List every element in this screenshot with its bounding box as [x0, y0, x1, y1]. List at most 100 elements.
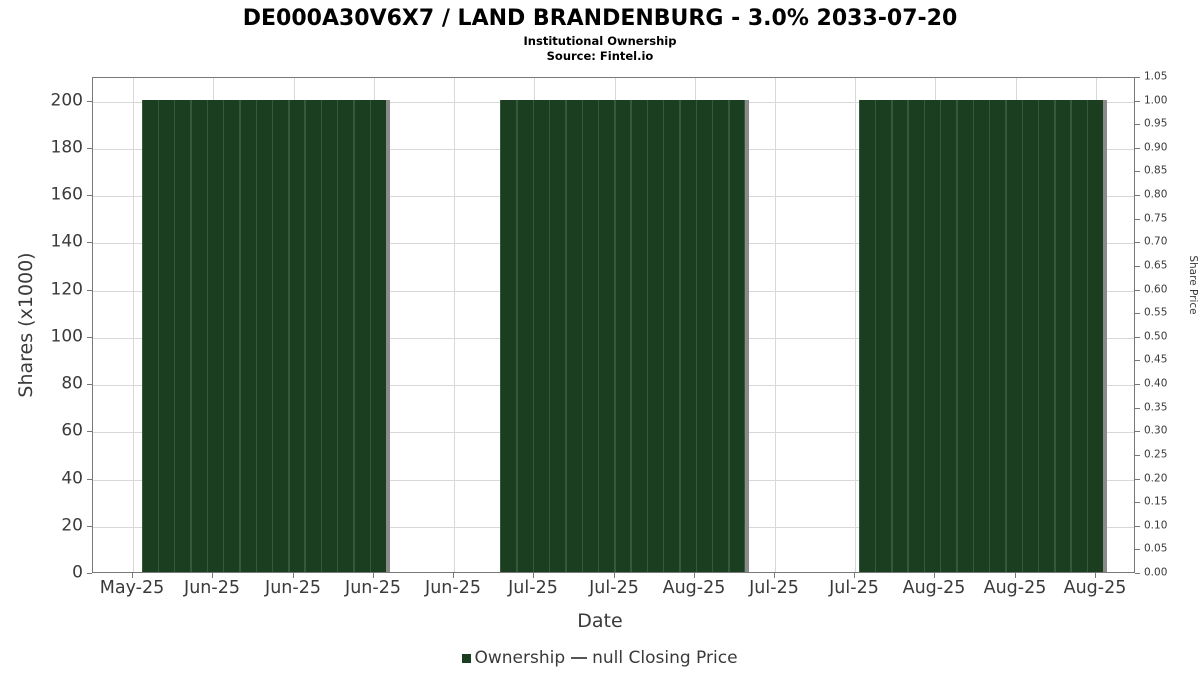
bar[interactable]: [663, 99, 681, 572]
bar[interactable]: [321, 99, 339, 572]
bar[interactable]: [614, 99, 632, 572]
bar[interactable]: [1005, 99, 1023, 572]
x-axis-tick-label: Jul-25: [589, 578, 639, 598]
y-axis-left-tick: [87, 384, 92, 386]
bar[interactable]: [940, 99, 958, 572]
bar[interactable]: [500, 99, 518, 572]
bar[interactable]: [337, 99, 355, 572]
y-axis-right-tick-label: 0.50: [1144, 330, 1168, 343]
y-axis-right-tick-label: 0.15: [1144, 495, 1168, 508]
bar[interactable]: [581, 99, 599, 572]
bar[interactable]: [207, 99, 224, 572]
x-axis-tick: [453, 573, 454, 578]
bar[interactable]: [304, 99, 322, 572]
legend-item-closing-price[interactable]: null Closing Price: [565, 648, 738, 668]
bar[interactable]: [239, 99, 257, 572]
bar[interactable]: [598, 99, 616, 572]
chart-legend: Ownership null Closing Price: [0, 648, 1200, 668]
bar[interactable]: [565, 99, 583, 572]
bar[interactable]: [1038, 99, 1056, 572]
x-axis-tick: [1015, 573, 1016, 578]
x-axis-tick: [774, 573, 775, 578]
x-axis-tick: [694, 573, 695, 578]
bar[interactable]: [875, 99, 893, 572]
y-axis-right-tick-label: 0.85: [1144, 164, 1168, 177]
y-axis-right-tick-label: 0.70: [1144, 235, 1168, 248]
bar[interactable]: [223, 99, 241, 572]
x-axis-tick: [212, 573, 213, 578]
chart-title: DE000A30V6X7 / LAND BRANDENBURG - 3.0% 2…: [242, 6, 958, 31]
y-axis-right-tick: [1135, 549, 1140, 551]
y-axis-right-tick-label: 0.65: [1144, 259, 1168, 272]
plot-area: [92, 77, 1135, 573]
y-axis-left-tick-label: 60: [61, 420, 83, 441]
y-axis-left-tick: [87, 289, 92, 291]
y-axis-left-tick-label: 0: [72, 562, 83, 583]
y-axis-right-tick: [1135, 454, 1140, 456]
bar[interactable]: [158, 99, 176, 572]
y-axis-left-tick: [87, 525, 92, 527]
y-axis-right-tick-label: 0.10: [1144, 519, 1168, 532]
x-axis-tick-label: Aug-25: [1063, 578, 1127, 598]
y-axis-right-tick: [1135, 525, 1140, 527]
bar[interactable]: [549, 99, 567, 572]
gridline-vertical: [775, 78, 776, 572]
bar[interactable]: [907, 99, 925, 572]
bar[interactable]: [516, 99, 534, 572]
bar[interactable]: [630, 99, 648, 572]
bar-group-edge: [386, 99, 391, 572]
y-axis-right-tick-label: 0.00: [1144, 566, 1168, 579]
legend-line-icon: [571, 657, 588, 659]
bar[interactable]: [989, 99, 1007, 572]
bar[interactable]: [370, 99, 387, 572]
x-axis-tick: [614, 573, 615, 578]
bar[interactable]: [728, 99, 746, 572]
bar[interactable]: [1087, 99, 1104, 572]
y-axis-right-tick-label: 1.00: [1144, 94, 1168, 107]
bar[interactable]: [1070, 99, 1088, 572]
bar[interactable]: [1054, 99, 1072, 572]
y-axis-right-tick-label: 0.45: [1144, 353, 1168, 366]
bar[interactable]: [288, 99, 306, 572]
bar[interactable]: [174, 99, 192, 572]
y-axis-left-tick-label: 140: [50, 231, 83, 252]
x-axis-tick: [373, 573, 374, 578]
bar[interactable]: [190, 99, 208, 572]
y-axis-right-tick: [1135, 265, 1140, 267]
bar[interactable]: [1021, 99, 1039, 572]
bar[interactable]: [891, 99, 909, 572]
legend-item-ownership[interactable]: Ownership: [462, 648, 565, 668]
bar[interactable]: [695, 99, 713, 572]
y-axis-right-tick: [1135, 431, 1140, 433]
y-axis-right-tick: [1135, 384, 1140, 386]
bar[interactable]: [647, 99, 664, 572]
x-axis-tick-label: Jul-25: [749, 578, 799, 598]
y-axis-left-tick: [87, 100, 92, 102]
bar[interactable]: [141, 99, 159, 572]
y-axis-right-tick: [1135, 147, 1140, 149]
bar[interactable]: [353, 99, 371, 572]
bar[interactable]: [858, 99, 876, 572]
bar[interactable]: [956, 99, 974, 572]
bar[interactable]: [255, 99, 273, 572]
bar[interactable]: [272, 99, 290, 572]
y-axis-right-tick-label: 0.80: [1144, 188, 1168, 201]
y-axis-right-tick-label: 0.05: [1144, 542, 1168, 555]
y-axis-left-tick: [87, 478, 92, 480]
y-axis-left-tick-label: 200: [50, 90, 83, 111]
bar[interactable]: [712, 99, 730, 572]
y-axis-right-tick-label: 0.20: [1144, 472, 1168, 485]
bar[interactable]: [533, 99, 550, 572]
y-axis-right-tick-label: 0.90: [1144, 141, 1168, 154]
y-axis-left-tick-label: 100: [50, 326, 83, 347]
y-axis-left-tick: [87, 147, 92, 149]
y-axis-left-tick: [87, 195, 92, 197]
y-axis-left-tick: [87, 573, 92, 574]
bar[interactable]: [973, 99, 990, 572]
y-axis-right-tick-label: 1.05: [1144, 70, 1168, 83]
chart-source: Source: Fintel.io: [546, 49, 654, 63]
bar[interactable]: [924, 99, 942, 572]
y-axis-left-tick-label: 80: [61, 373, 83, 394]
y-axis-right-tick: [1135, 218, 1140, 220]
bar[interactable]: [679, 99, 697, 572]
